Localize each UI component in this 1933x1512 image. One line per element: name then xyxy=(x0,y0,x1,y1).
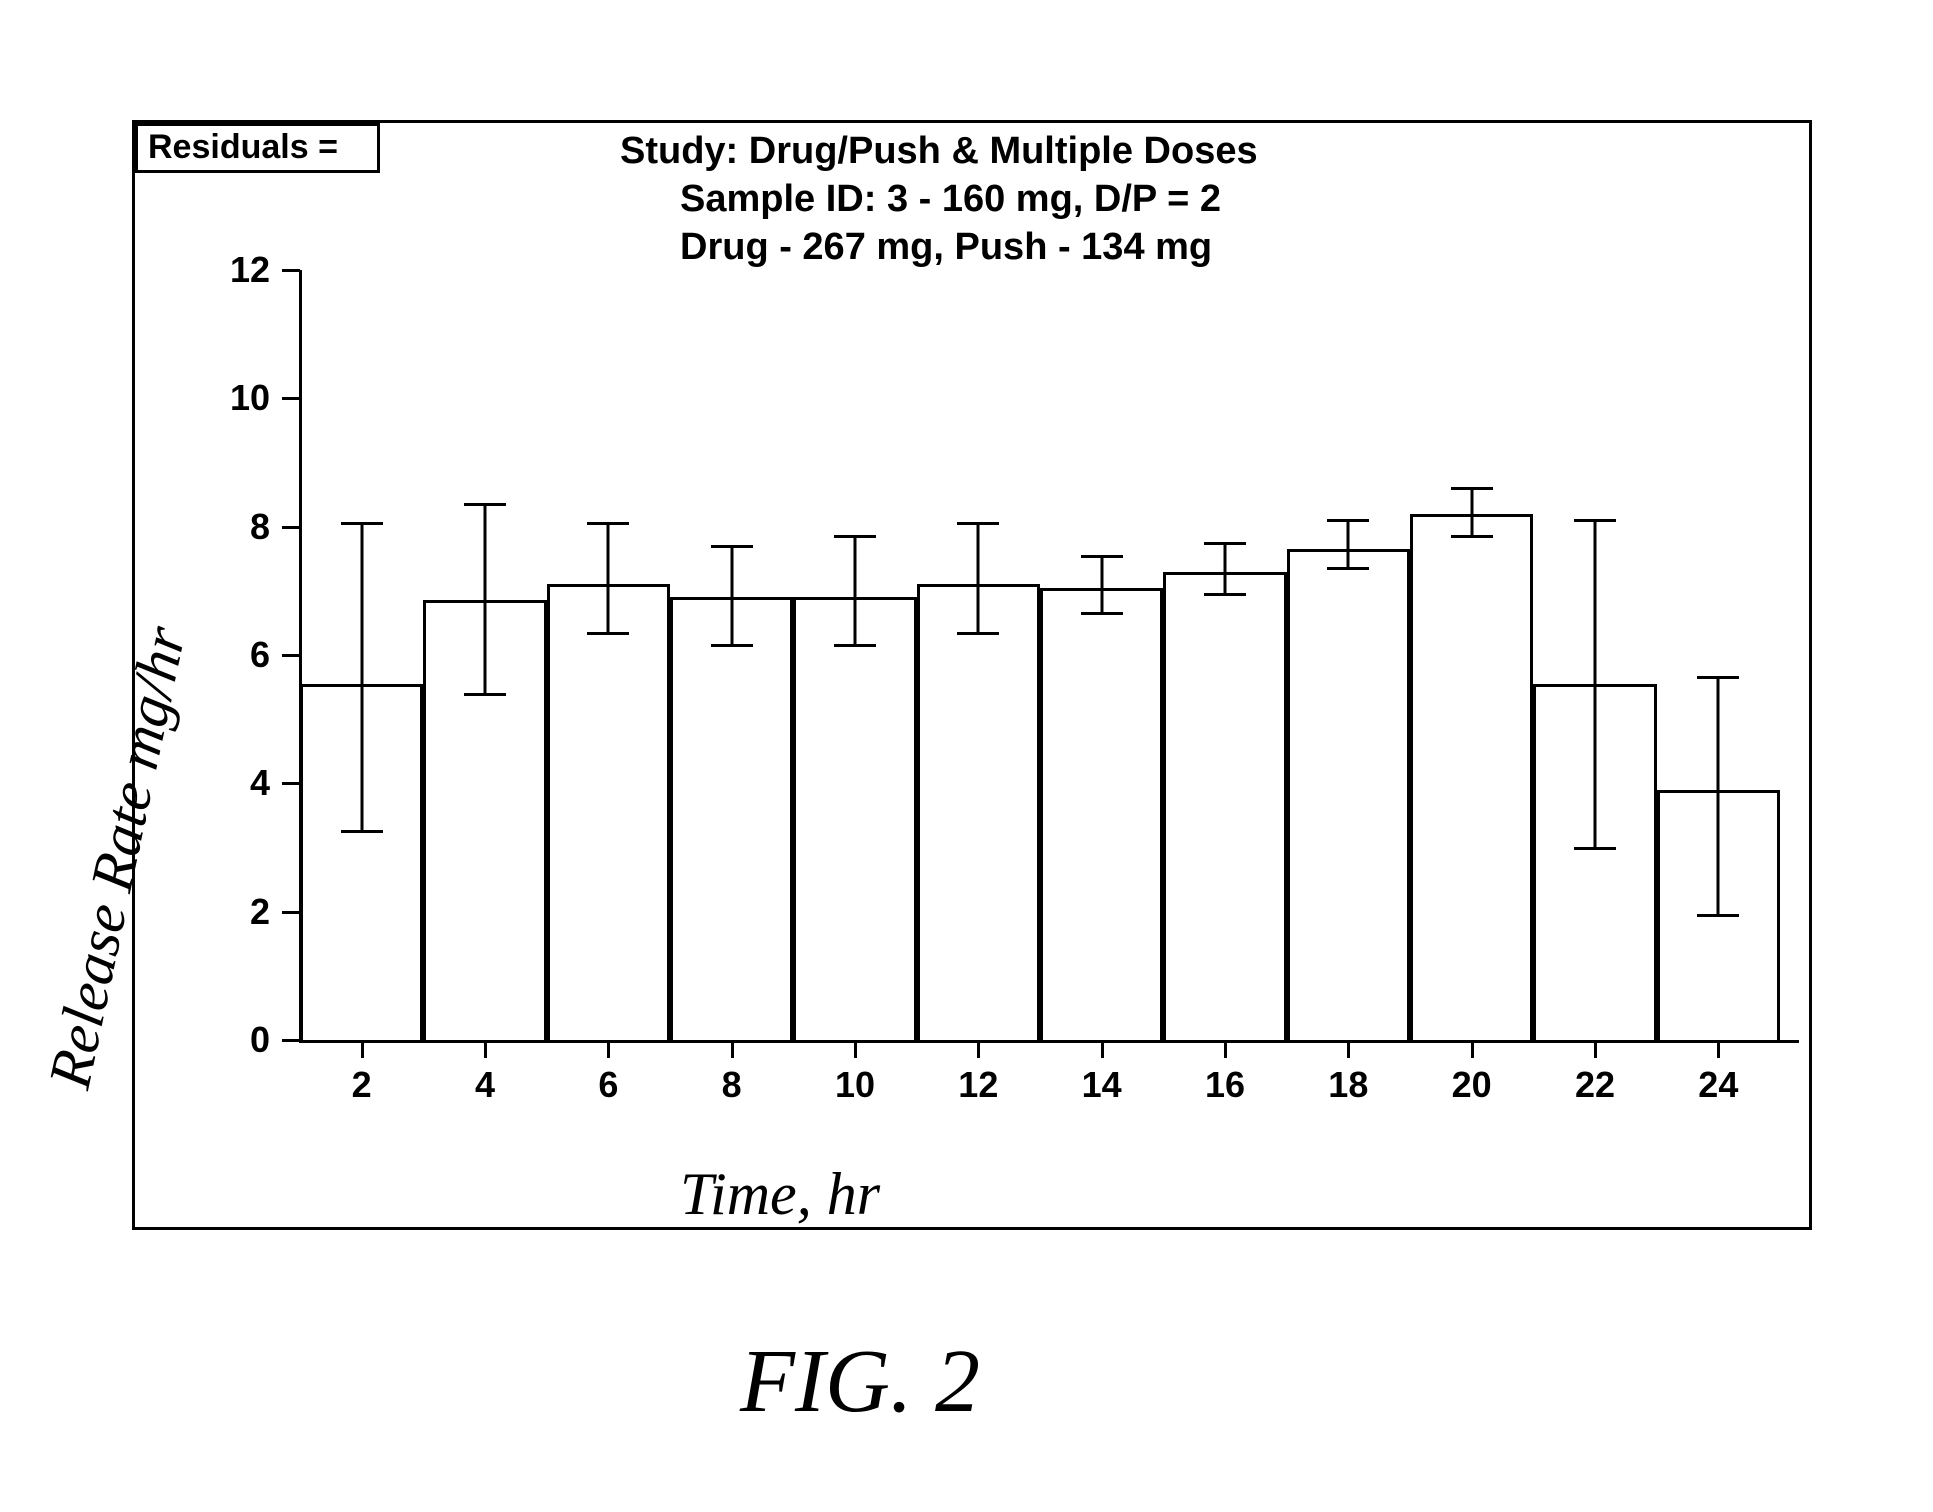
error-cap-bottom xyxy=(1081,612,1123,615)
chart-title-line-1: Study: Drug/Push & Multiple Doses xyxy=(620,130,1258,173)
x-tick-label: 22 xyxy=(1575,1064,1615,1106)
y-tick xyxy=(282,654,300,657)
error-cap-top xyxy=(1204,542,1246,545)
chart-title-line-2: Sample ID: 3 - 160 mg, D/P = 2 xyxy=(680,178,1221,221)
bar xyxy=(1410,514,1533,1043)
error-cap-top xyxy=(1081,555,1123,558)
error-cap-top xyxy=(341,522,383,525)
error-cap-top xyxy=(957,522,999,525)
error-cap-bottom xyxy=(587,632,629,635)
error-cap-bottom xyxy=(834,644,876,647)
x-tick-label: 4 xyxy=(475,1064,495,1106)
y-tick xyxy=(282,526,300,529)
y-tick xyxy=(282,269,300,272)
error-cap-bottom xyxy=(957,632,999,635)
bar xyxy=(1287,549,1410,1043)
error-cap-top xyxy=(834,535,876,538)
bar xyxy=(917,584,1040,1043)
y-tick-label: 10 xyxy=(210,377,270,419)
error-bar xyxy=(484,504,487,693)
x-tick-label: 14 xyxy=(1082,1064,1122,1106)
error-bar xyxy=(1594,520,1597,847)
y-tick-label: 4 xyxy=(210,762,270,804)
error-cap-bottom xyxy=(1451,535,1493,538)
page: Residuals = Study: Drug/Push & Multiple … xyxy=(0,0,1933,1512)
error-cap-top xyxy=(1327,519,1369,522)
x-axis-label: Time, hr xyxy=(680,1160,880,1229)
chart-title-line-3: Drug - 267 mg, Push - 134 mg xyxy=(680,226,1212,269)
y-tick xyxy=(282,782,300,785)
error-bar xyxy=(1470,488,1473,536)
error-bar xyxy=(360,523,363,831)
x-tick-label: 10 xyxy=(835,1064,875,1106)
error-cap-top xyxy=(711,545,753,548)
error-cap-bottom xyxy=(1574,847,1616,850)
error-cap-top xyxy=(464,503,506,506)
error-cap-top xyxy=(1451,487,1493,490)
error-cap-bottom xyxy=(711,644,753,647)
x-tick-label: 8 xyxy=(722,1064,742,1106)
bar xyxy=(793,597,916,1043)
y-tick-label: 0 xyxy=(210,1019,270,1061)
error-cap-bottom xyxy=(341,830,383,833)
x-tick-label: 18 xyxy=(1328,1064,1368,1106)
error-cap-bottom xyxy=(1204,593,1246,596)
error-cap-top xyxy=(1574,519,1616,522)
error-cap-bottom xyxy=(1327,567,1369,570)
y-tick xyxy=(282,1039,300,1042)
bar xyxy=(547,584,670,1043)
bar xyxy=(670,597,793,1043)
y-tick-label: 6 xyxy=(210,634,270,676)
x-tick-label: 24 xyxy=(1698,1064,1738,1106)
error-cap-bottom xyxy=(1697,914,1739,917)
error-bar xyxy=(607,523,610,632)
error-bar xyxy=(1717,677,1720,914)
figure-label: FIG. 2 xyxy=(740,1330,980,1433)
error-cap-top xyxy=(1697,676,1739,679)
y-tick-label: 8 xyxy=(210,506,270,548)
error-cap-top xyxy=(587,522,629,525)
bar xyxy=(1163,572,1286,1043)
error-cap-bottom xyxy=(464,693,506,696)
y-tick xyxy=(282,911,300,914)
x-tick-label: 6 xyxy=(598,1064,618,1106)
error-bar xyxy=(1100,556,1103,614)
error-bar xyxy=(1224,543,1227,594)
error-bar xyxy=(730,546,733,645)
error-bar xyxy=(1347,520,1350,568)
x-tick-label: 12 xyxy=(958,1064,998,1106)
y-tick-label: 12 xyxy=(210,249,270,291)
bar xyxy=(1040,588,1163,1043)
y-tick-label: 2 xyxy=(210,891,270,933)
legend-residuals: Residuals = xyxy=(135,123,380,173)
x-tick-label: 2 xyxy=(352,1064,372,1106)
error-bar xyxy=(854,536,857,645)
x-tick-label: 16 xyxy=(1205,1064,1245,1106)
y-tick xyxy=(282,397,300,400)
error-bar xyxy=(977,523,980,632)
x-tick-label: 20 xyxy=(1452,1064,1492,1106)
